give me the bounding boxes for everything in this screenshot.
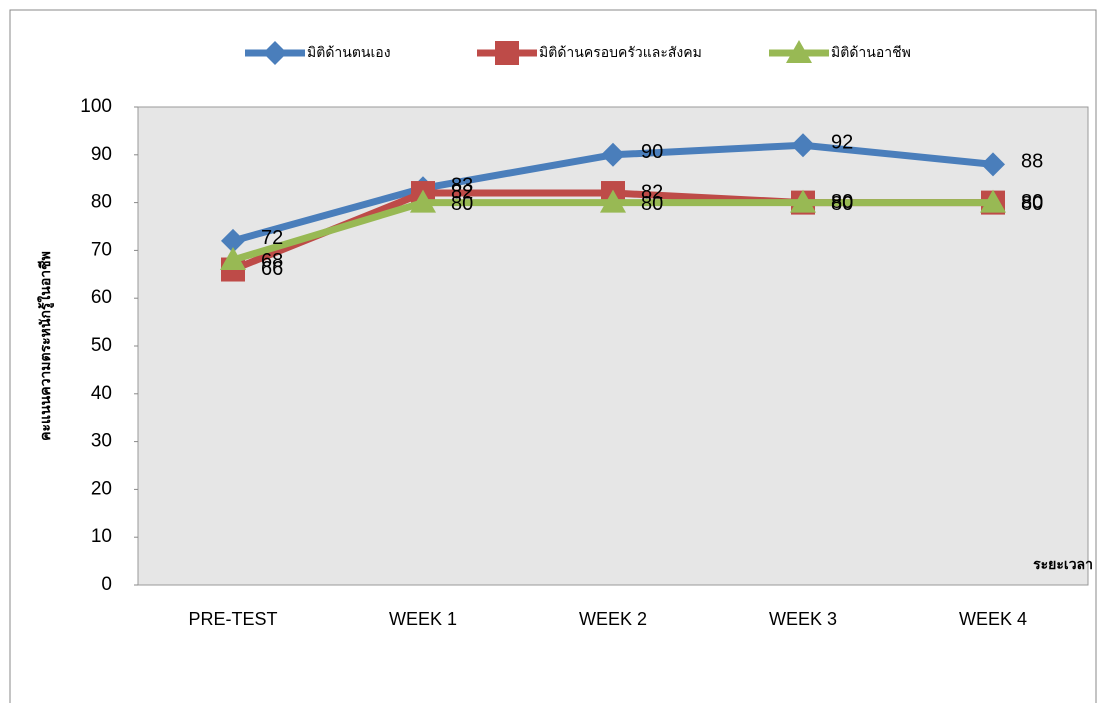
marker — [221, 228, 245, 253]
marker — [601, 142, 625, 167]
y-axis-title: คะแนนความตระหนักรู้ในอาชีพ — [36, 251, 54, 441]
data-label: 80 — [1021, 193, 1043, 215]
y-tick-label: 40 — [91, 383, 112, 404]
y-tick-label: 90 — [91, 144, 112, 165]
y-tick-label: 30 — [91, 431, 112, 452]
legend-label: มิติด้านครอบครัวและสังคม — [539, 45, 702, 61]
x-axis-title: ระยะเวลา — [1033, 557, 1093, 573]
marker — [263, 41, 287, 65]
x-tick-label: WEEK 1 — [389, 609, 457, 629]
data-label: 66 — [261, 258, 283, 280]
x-tick-label: WEEK 3 — [769, 609, 837, 629]
data-label: 80 — [831, 193, 853, 215]
y-tick-label: 80 — [91, 192, 112, 213]
chart-border — [9, 9, 1097, 703]
data-label: 92 — [831, 132, 853, 154]
legend-item: มิติด้านตนเอง — [245, 41, 391, 65]
data-label: 80 — [641, 193, 663, 215]
marker — [790, 189, 816, 213]
data-label: 88 — [1021, 151, 1043, 173]
x-tick-label: WEEK 4 — [959, 609, 1027, 629]
y-tick-label: 100 — [80, 96, 112, 117]
legend-label: มิติด้านอาชีพ — [831, 45, 911, 61]
data-label: 83 — [451, 175, 473, 197]
legend-label: มิติด้านตนเอง — [307, 45, 391, 61]
marker — [981, 152, 1005, 177]
marker — [791, 133, 815, 158]
data-label: 72 — [261, 227, 283, 249]
y-tick-label: 50 — [91, 335, 112, 356]
marker — [600, 189, 626, 213]
marker — [980, 189, 1006, 213]
legend-item: มิติด้านอาชีพ — [769, 40, 911, 63]
data-label: 82 — [451, 181, 473, 203]
data-label: 68 — [261, 250, 283, 272]
marker — [220, 246, 246, 270]
y-tick-label: 70 — [91, 239, 112, 260]
y-tick-label: 0 — [101, 574, 112, 595]
y-tick-label: 20 — [91, 478, 112, 499]
data-label: 82 — [641, 181, 663, 203]
data-label: 90 — [641, 141, 663, 163]
plot-area — [137, 106, 1089, 586]
legend-item: มิติด้านครอบครัวและสังคม — [477, 41, 702, 65]
data-label: 80 — [831, 191, 853, 213]
y-tick-label: 60 — [91, 287, 112, 308]
x-tick-label: PRE-TEST — [188, 609, 277, 629]
marker — [495, 41, 519, 65]
y-tick-label: 10 — [91, 526, 112, 547]
data-label: 80 — [451, 193, 473, 215]
data-label: 80 — [1021, 191, 1043, 213]
x-tick-label: WEEK 2 — [579, 609, 647, 629]
marker — [786, 40, 812, 63]
marker — [410, 189, 436, 213]
